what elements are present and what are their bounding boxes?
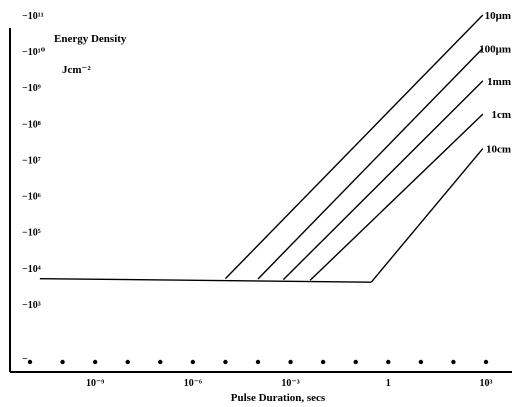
axis-dot — [418, 359, 424, 365]
y-tick-label: −10⁹ — [22, 83, 41, 94]
x-tick-labels: 10⁻⁹ 10⁻⁶ 10⁻³ 1 10³ — [86, 378, 492, 389]
x-tick-label: 10³ — [480, 378, 493, 389]
axis-dot — [320, 359, 326, 365]
series-line — [309, 113, 484, 281]
y-tick-label: −10⁶ — [22, 192, 41, 203]
axis-dot — [483, 359, 489, 365]
axis-dot — [288, 359, 293, 365]
series-labels: 10μm 100μm 1mm 1cm 10cm — [479, 10, 511, 156]
axis-dot — [386, 359, 391, 365]
axis-dot — [158, 359, 163, 365]
axis-dot — [125, 359, 130, 365]
x-axis-dots — [27, 359, 489, 365]
x-axis-label: Pulse Duration, secs — [231, 392, 326, 404]
axis-dot — [190, 359, 196, 365]
series-line — [224, 14, 484, 280]
x-tick-label: 10⁻⁶ — [184, 378, 202, 389]
series-lines — [39, 14, 484, 283]
x-tick-label: 1 — [386, 378, 391, 389]
y-tick-label: −10³ — [22, 300, 41, 311]
x-tick-label: 10⁻³ — [281, 378, 299, 389]
series-line — [370, 148, 484, 283]
baseline-line — [39, 277, 372, 283]
y-tick-labels: −10³ −10⁴ −10⁵ −10⁶ −10⁷ −10⁸ −10⁹ −10¹⁰ −10¹¹ — [22, 11, 46, 311]
axis-dot — [60, 359, 65, 365]
axis-dot — [451, 359, 456, 365]
y-tick-label: −10⁸ — [22, 119, 41, 130]
series-line — [257, 47, 484, 280]
series-line — [282, 80, 484, 281]
series-label: 10cm — [486, 144, 511, 156]
axis-dot — [353, 359, 358, 365]
y-tick-label: −10⁵ — [22, 228, 41, 239]
y-tick-label: −10⁷ — [22, 155, 41, 166]
baseline-marker: − — [22, 354, 28, 365]
y-tick-label: −10¹¹ — [22, 11, 44, 22]
axis-dot — [255, 359, 261, 365]
series-label: 1cm — [491, 109, 511, 121]
y-tick-label: −10¹⁰ — [22, 47, 46, 58]
x-tick-label: 10⁻⁹ — [86, 378, 104, 389]
axis-dot — [27, 359, 33, 365]
series-label: 10μm — [485, 10, 511, 22]
chart-title: Energy Density — [54, 33, 127, 45]
series-label: 100μm — [479, 43, 511, 55]
y-axis-unit-label: Jcm⁻² — [62, 64, 91, 76]
y-tick-label: −10⁴ — [22, 264, 41, 275]
axis-dot — [92, 359, 98, 365]
axis-dot — [223, 359, 228, 365]
series-label: 1mm — [487, 76, 511, 88]
